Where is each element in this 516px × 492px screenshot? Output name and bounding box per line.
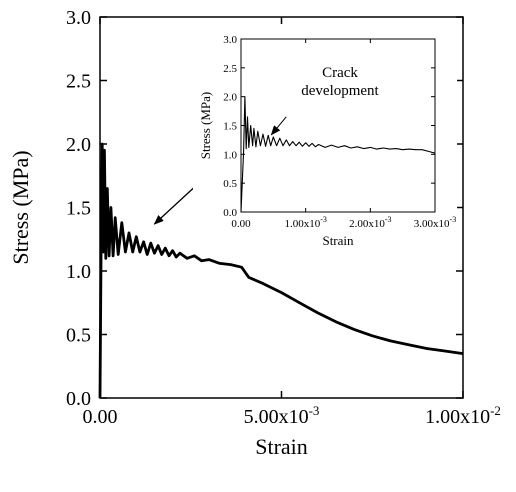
x-tick-label: 2.00x10-3 [349,215,391,230]
series-line [240,96,436,213]
inset-background [193,31,457,254]
x-tick-label-base: 0.00 [231,218,251,230]
x-tick-label-base: 3.00x10 [414,218,450,230]
y-tick-label: 3.0 [223,34,237,46]
crack-annotation-arrow [270,116,287,136]
x-tick-label: 1.00x10-2 [425,403,501,428]
x-tick-label: 0.00 [83,406,118,428]
y-tick-label: 1.5 [66,198,91,220]
y-tick-label: 1.5 [223,121,237,133]
y-tick-label: 2.0 [223,92,237,104]
crack-annotation-line: Crack [322,65,358,81]
x-tick-label-exponent: -3 [385,215,392,224]
x-tick-label: 3.00x10-3 [414,215,456,230]
crack-annotation-line: development [301,83,379,99]
y-tick-label: 1.0 [66,261,91,283]
x-tick-label-exponent: -3 [309,403,320,418]
y-tick-label: 2.0 [66,134,91,156]
x-tick-label-base: 5.00x10 [244,406,309,428]
y-tick-label: 0.0 [66,388,91,410]
x-tick-label: 1.00x10-3 [284,215,326,230]
y-tick-label: 0.5 [223,178,237,190]
x-tick-label-exponent: -2 [490,403,501,418]
x-tick-label-exponent: -3 [450,215,457,224]
x-tick-label-exponent: -3 [320,215,327,224]
y-axis-label: Stress (MPa) [198,92,213,160]
x-tick-label-base: 0.00 [83,406,118,428]
x-axis-label: Strain [255,434,308,459]
y-tick-label: 2.5 [66,71,91,93]
x-tick-label-base: 1.00x10 [284,218,320,230]
main-plot: 0.00 5.00x10-3 1.00x10-20.00.51.01.52.02.5… [8,7,501,459]
inset-plot: 0.00 1.00x10-3 2.00x10-3 3.00x10-30.00.51.0… [193,31,457,254]
crack-annotation: Crack development [301,65,379,99]
y-tick-label: 1.0 [223,149,237,161]
x-axis-label: Strain [322,233,354,248]
y-tick-label: 2.5 [223,63,237,75]
y-axis-label: Stress (MPa) [8,150,33,264]
y-tick-label: 0.0 [223,207,237,219]
x-tick-label-base: 2.00x10 [349,218,385,230]
y-tick-label: 0.5 [66,325,91,347]
y-tick-label: 3.0 [66,7,91,29]
x-tick-label: 0.00 [231,218,251,230]
x-tick-label: 5.00x10-3 [244,403,320,428]
series-line [98,142,464,399]
x-tick-label-base: 1.00x10 [425,406,490,428]
